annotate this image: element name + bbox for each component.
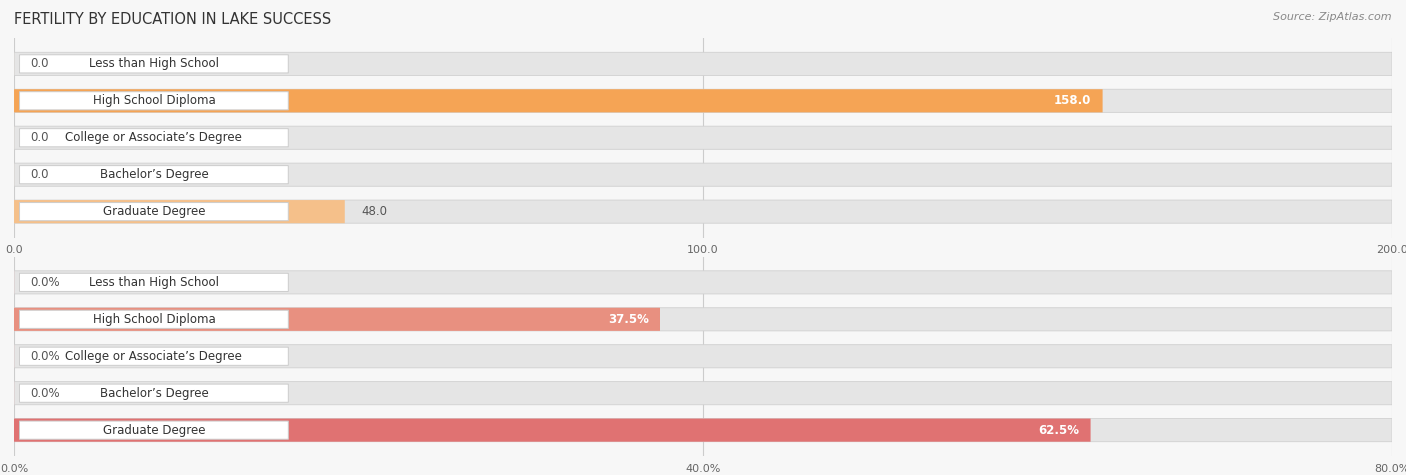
FancyBboxPatch shape [14,126,1392,149]
FancyBboxPatch shape [14,52,1392,76]
Text: 62.5%: 62.5% [1039,424,1080,437]
Text: 0.0%: 0.0% [31,276,60,289]
FancyBboxPatch shape [20,310,288,328]
Text: High School Diploma: High School Diploma [93,95,215,107]
FancyBboxPatch shape [14,271,1392,294]
Text: College or Associate’s Degree: College or Associate’s Degree [66,131,242,144]
Text: FERTILITY BY EDUCATION IN LAKE SUCCESS: FERTILITY BY EDUCATION IN LAKE SUCCESS [14,12,332,27]
Text: Bachelor’s Degree: Bachelor’s Degree [100,168,208,181]
FancyBboxPatch shape [20,347,288,365]
FancyBboxPatch shape [14,418,1392,442]
Text: Graduate Degree: Graduate Degree [103,424,205,437]
FancyBboxPatch shape [20,55,288,73]
FancyBboxPatch shape [20,129,288,147]
Text: College or Associate’s Degree: College or Associate’s Degree [66,350,242,363]
FancyBboxPatch shape [14,381,1392,405]
FancyBboxPatch shape [20,92,288,110]
FancyBboxPatch shape [14,418,1091,442]
FancyBboxPatch shape [14,163,1392,186]
FancyBboxPatch shape [14,345,1392,368]
FancyBboxPatch shape [14,308,659,331]
FancyBboxPatch shape [14,200,344,223]
Text: 158.0: 158.0 [1054,95,1091,107]
FancyBboxPatch shape [14,89,1392,113]
Text: 0.0%: 0.0% [31,350,60,363]
Text: High School Diploma: High School Diploma [93,313,215,326]
Text: Less than High School: Less than High School [89,276,219,289]
Text: Bachelor’s Degree: Bachelor’s Degree [100,387,208,399]
Text: Graduate Degree: Graduate Degree [103,205,205,218]
FancyBboxPatch shape [20,384,288,402]
Text: 0.0%: 0.0% [31,387,60,399]
Text: 37.5%: 37.5% [607,313,650,326]
FancyBboxPatch shape [20,421,288,439]
FancyBboxPatch shape [20,273,288,292]
FancyBboxPatch shape [20,166,288,184]
Text: Less than High School: Less than High School [89,57,219,70]
FancyBboxPatch shape [14,89,1102,113]
Text: Source: ZipAtlas.com: Source: ZipAtlas.com [1274,12,1392,22]
Text: 48.0: 48.0 [361,205,387,218]
FancyBboxPatch shape [14,308,1392,331]
Text: 0.0: 0.0 [31,131,49,144]
Text: 0.0: 0.0 [31,57,49,70]
FancyBboxPatch shape [20,202,288,221]
Text: 0.0: 0.0 [31,168,49,181]
FancyBboxPatch shape [14,200,1392,223]
